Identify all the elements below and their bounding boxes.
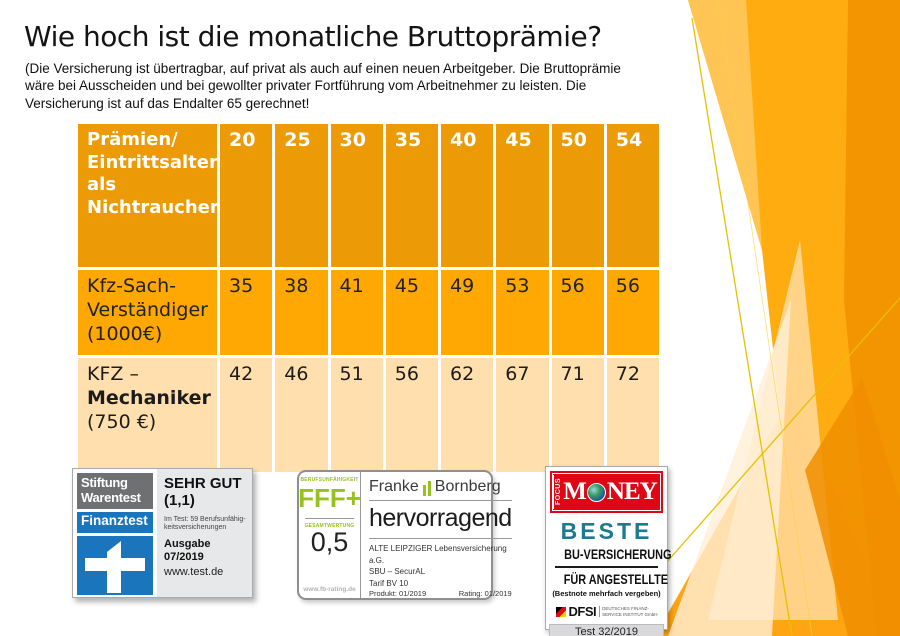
table-header-label: Prämien/ Eintrittsalter als Nichtraucher bbox=[75, 121, 220, 270]
fb-rating: FFF+ bbox=[298, 483, 361, 513]
fm-note: (Bestnote mehrfach vergeben) bbox=[552, 589, 661, 598]
table-row: KFZ – Mechaniker (750 €) 42 46 51 56 62 … bbox=[75, 355, 663, 475]
money-m: M bbox=[563, 478, 587, 505]
fb-overall-value: 0,5 bbox=[310, 527, 349, 558]
focus-money-badge: FOCUS M NEY BESTE BU-VERSICHERUNG FÜR ANG… bbox=[545, 466, 672, 636]
age-column-header: 30 bbox=[327, 121, 386, 270]
age-column-header: 45 bbox=[493, 121, 552, 270]
focus-vertical-label: FOCUS bbox=[553, 475, 562, 509]
dfsi-subtitle: DEUTSCHES FINANZ- bbox=[602, 605, 649, 611]
premium-value: 46 bbox=[272, 355, 331, 475]
premium-value: 72 bbox=[603, 355, 663, 475]
issue-label: Ausgabe bbox=[164, 538, 211, 550]
premium-value: 56 bbox=[382, 355, 442, 475]
test-url: www.test.de bbox=[164, 566, 224, 579]
fb-verdict: hervorragend bbox=[369, 501, 512, 539]
row-label-line: KFZ – bbox=[87, 363, 139, 385]
age-column-header: 54 bbox=[603, 121, 663, 270]
divider bbox=[555, 566, 658, 568]
age-column-header: 35 bbox=[382, 121, 442, 270]
premium-value: 56 bbox=[548, 267, 607, 358]
dfsi-subtitle: SERVICE INSTITUT GmbH bbox=[602, 611, 658, 617]
fb-company: ALTE LEIPZIGER Lebensversicherung a.G. bbox=[369, 544, 507, 565]
row-label-line-bold: Mechaniker bbox=[87, 386, 211, 409]
fm-headline: BESTE bbox=[560, 518, 653, 544]
fb-tariff: Tarif BV 10 bbox=[369, 578, 409, 588]
test-grade-value: (1,1) bbox=[164, 492, 195, 510]
row-label: Kfz-Sach-Verständiger (1000€) bbox=[75, 267, 220, 358]
finanztest-t-icon bbox=[77, 536, 153, 595]
premium-value: 71 bbox=[548, 355, 607, 475]
fb-overall-label: GESAMTWERTUNG bbox=[304, 523, 355, 530]
row-label-line: (750 €) bbox=[87, 410, 157, 433]
fb-detail-column: Franke Bornberg hervorragend ALTE LEIPZI… bbox=[361, 472, 520, 598]
divider bbox=[305, 518, 354, 520]
focus-money-logo: FOCUS M NEY bbox=[549, 470, 664, 514]
page-title: Wie hoch ist die monatliche Bruttoprämie… bbox=[24, 20, 602, 53]
globe-icon bbox=[586, 482, 606, 502]
premium-value: 49 bbox=[437, 267, 497, 358]
double-bar-icon bbox=[422, 478, 431, 496]
subtitle-text: (Die Versicherung ist übertragbar, auf p… bbox=[25, 61, 621, 111]
age-column-header: 25 bbox=[272, 121, 331, 270]
stiftung-warentest-badge: SEHR GUT (1,1) Im Test: 59 Berufsunfähig… bbox=[72, 468, 253, 598]
fm-audience: FÜR ANGESTELLTE bbox=[563, 571, 669, 587]
premium-value: 53 bbox=[493, 267, 552, 358]
age-column-header: 40 bbox=[437, 121, 497, 270]
premium-value: 67 bbox=[493, 355, 552, 475]
background-decoration bbox=[655, 0, 900, 636]
row-label: KFZ – Mechaniker (750 €) bbox=[75, 355, 220, 475]
test-note: Im Test: 59 Berufsunfähig- bbox=[164, 515, 246, 523]
age-column-header: 50 bbox=[548, 121, 607, 270]
fb-rating-date: Rating: 01/2019 bbox=[458, 589, 512, 599]
stiftung-warentest-panel: SEHR GUT (1,1) Im Test: 59 Berufsunfähig… bbox=[157, 469, 252, 597]
age-column-header: 20 bbox=[216, 121, 276, 270]
premium-value: 42 bbox=[216, 355, 276, 475]
franke-bornberg-logo: Franke Bornberg bbox=[369, 478, 512, 501]
test-note: keitsversicherungen bbox=[164, 524, 227, 532]
fb-product-date: Produkt: 01/2019 bbox=[369, 589, 427, 599]
table-header-row: Prämien/ Eintrittsalter als Nichtraucher… bbox=[75, 121, 663, 270]
premium-value: 45 bbox=[382, 267, 442, 358]
brand-name-left: Franke bbox=[369, 478, 419, 495]
premium-table: Prämien/ Eintrittsalter als Nichtraucher… bbox=[75, 121, 663, 475]
brand-name-right: Bornberg bbox=[434, 478, 501, 495]
test-grade: SEHR GUT bbox=[164, 475, 242, 492]
brand-line: Warentest bbox=[81, 489, 141, 505]
premium-value: 62 bbox=[437, 355, 497, 475]
money-rest: NEY bbox=[606, 478, 658, 505]
fb-category: BERUFSUNFÄHIGKEIT bbox=[300, 477, 359, 483]
franke-bornberg-badge: BERUFSUNFÄHIGKEIT FFF+ GESAMTWERTUNG 0,5… bbox=[297, 470, 512, 600]
premium-value: 41 bbox=[327, 267, 386, 358]
premium-value: 51 bbox=[327, 355, 386, 475]
brand-line: Stiftung bbox=[81, 475, 128, 490]
fb-product: SBU – SecurAL bbox=[369, 567, 426, 577]
finanztest-label: Finanztest bbox=[77, 512, 153, 533]
fb-rating-column: BERUFSUNFÄHIGKEIT FFF+ GESAMTWERTUNG 0,5… bbox=[298, 472, 361, 598]
fb-url: www.fb-rating.de bbox=[303, 586, 356, 593]
issue-value: 07/2019 bbox=[164, 551, 204, 564]
stiftung-warentest-logo: Stiftung Warentest bbox=[77, 473, 153, 509]
premium-value: 38 bbox=[272, 267, 331, 358]
fm-subject: BU-VERSICHERUNG bbox=[564, 546, 672, 562]
table-row: Kfz-Sach-Verständiger (1000€) 35 38 41 4… bbox=[75, 267, 663, 358]
premium-value: 35 bbox=[216, 267, 276, 358]
dfsi-logo: DFSI DEUTSCHES FINANZ- SERVICE INSTITUT … bbox=[549, 604, 664, 619]
german-flag-icon bbox=[555, 606, 566, 617]
dfsi-name: DFSI bbox=[568, 604, 597, 619]
fm-test-reference: Test 32/2019 bbox=[549, 624, 664, 636]
premium-value: 56 bbox=[603, 267, 663, 358]
